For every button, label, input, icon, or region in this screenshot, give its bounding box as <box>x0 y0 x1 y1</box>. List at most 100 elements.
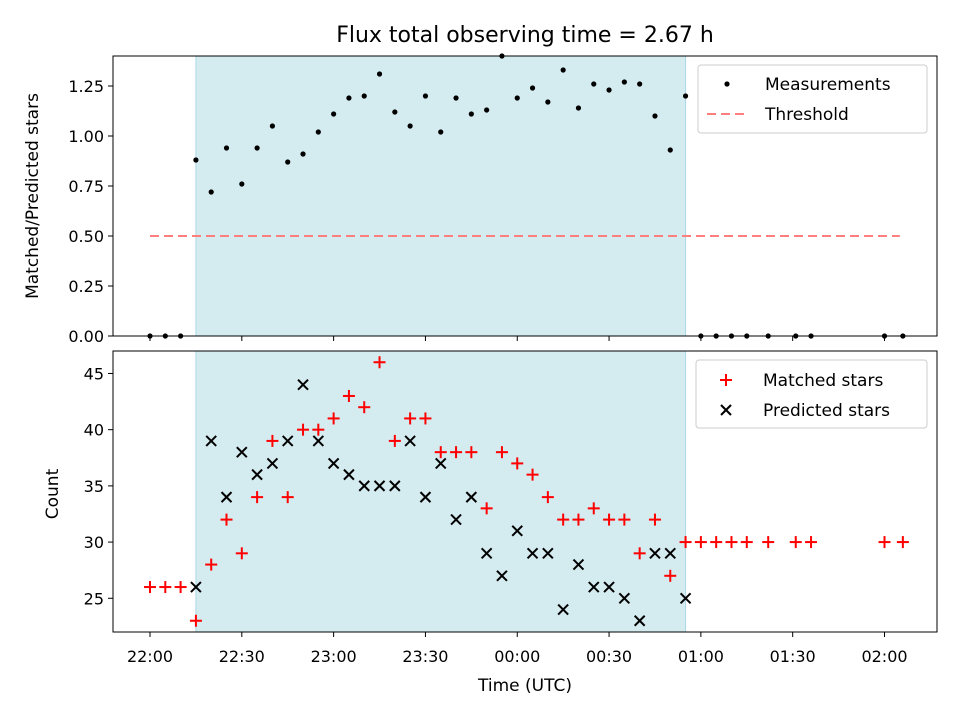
measurement-point <box>652 113 658 119</box>
matched-star-point <box>572 513 585 526</box>
matched-star-point <box>174 581 187 594</box>
measurement-point <box>346 95 352 101</box>
matched-star-point <box>648 513 661 526</box>
matched-star-point <box>896 536 909 549</box>
matched-star-point <box>373 356 386 369</box>
matched-star-point <box>679 536 692 549</box>
matched-star-point <box>404 412 417 425</box>
legend-matched-label: Matched stars <box>763 371 883 391</box>
measurement-point <box>361 93 367 99</box>
bottom-y-axis-label: Count <box>43 468 63 519</box>
matched-star-point <box>388 434 401 447</box>
matched-star-point <box>480 502 493 515</box>
predicted-star-point <box>633 615 646 627</box>
predicted-star-point <box>190 581 202 593</box>
bottom-points-layer <box>144 356 909 627</box>
bottom-x-axis: 22:00 22:30 23:00 23:30 00:00 00:30 01:00 01:30… <box>127 632 908 666</box>
measurement-point <box>315 129 321 135</box>
predicted-star-point <box>450 513 462 526</box>
measurement-point <box>239 181 245 187</box>
measurement-point <box>422 93 429 99</box>
matched-star-point <box>664 569 677 582</box>
matched-star-point <box>587 502 600 515</box>
matched-star-point <box>603 513 616 526</box>
bottom-legend: Matched stars Predicted stars <box>695 359 928 429</box>
measurement-point <box>621 79 627 85</box>
predicted-star-point <box>220 491 233 503</box>
predicted-star-point <box>465 491 478 503</box>
predicted-star-point <box>435 457 447 470</box>
matched-star-point <box>251 491 264 504</box>
predicted-star-point <box>282 435 294 447</box>
matched-star-point <box>144 581 156 594</box>
predicted-star-point <box>496 570 508 582</box>
matched-star-point <box>740 536 753 549</box>
matched-star-point <box>358 401 371 414</box>
matched-star-point <box>762 536 775 549</box>
y-tick-label: 0.75 <box>68 177 104 196</box>
predicted-star-point <box>618 592 631 604</box>
matched-star-point <box>694 536 707 549</box>
measurement-point <box>514 95 520 101</box>
matched-star-point <box>465 446 478 459</box>
measurement-point <box>208 189 214 195</box>
matched-star-point <box>495 446 508 459</box>
measurement-point <box>484 107 490 113</box>
predicted-star-point <box>236 446 248 458</box>
matched-star-point <box>526 468 539 481</box>
measurement-point <box>269 123 276 129</box>
predicted-star-point <box>419 491 432 503</box>
bottom-y-axis: 25 30 35 40 45 <box>84 364 113 608</box>
top-chart-title: Flux total observing time = 2.67 h <box>336 23 714 48</box>
predicted-star-point <box>480 547 493 560</box>
top-shaded-span <box>195 55 687 337</box>
y-tick-label: 0.25 <box>68 277 104 296</box>
measurement-point <box>331 111 337 117</box>
matched-star-point <box>710 536 723 549</box>
matched-star-point <box>557 513 570 526</box>
matched-star-point <box>297 423 310 436</box>
predicted-star-point <box>588 581 600 593</box>
matched-star-point <box>220 513 233 526</box>
x-axis-label: Time (UTC) <box>477 676 572 696</box>
matched-star-point <box>725 536 738 549</box>
y-tick-label: 25 <box>84 589 104 608</box>
measurement-point <box>453 95 459 101</box>
top-y-axis-label: Matched/Predicted stars <box>23 93 43 299</box>
legend-measurements-label: Measurements <box>765 75 891 95</box>
legend-box <box>695 359 928 429</box>
x-tick-label: 01:00 <box>678 647 724 666</box>
predicted-star-point <box>327 457 340 470</box>
top-plot-frame <box>112 55 938 337</box>
predicted-star-point <box>526 547 539 560</box>
predicted-star-point <box>679 592 692 604</box>
predicted-star-point <box>205 435 217 447</box>
measurement-point <box>560 67 566 73</box>
measurement-point <box>254 145 260 151</box>
matched-star-point <box>281 491 294 504</box>
measurement-point <box>606 87 612 93</box>
top-y-axis: 0.00 0.25 0.50 0.75 1.00 1.25 <box>68 77 113 346</box>
matched-star-point <box>789 536 802 549</box>
predicted-star-point <box>664 547 676 560</box>
matched-star-point <box>434 446 447 459</box>
x-tick-label: 23:00 <box>311 647 357 666</box>
top-x-tick-marks <box>149 336 885 341</box>
bottom-plot-frame <box>112 350 938 633</box>
legend-matched-marker <box>720 374 732 386</box>
matched-star-point <box>342 389 355 402</box>
y-tick-label: 35 <box>84 477 104 496</box>
bottom-shaded-span <box>195 350 687 633</box>
measurement-point <box>667 147 673 153</box>
predicted-star-point <box>603 581 615 593</box>
measurement-point <box>545 99 551 105</box>
predicted-star-point <box>542 547 554 560</box>
predicted-star-point <box>343 468 355 481</box>
measurement-point <box>468 111 474 117</box>
predicted-star-point <box>572 558 585 571</box>
legend-threshold-label: Threshold <box>764 105 849 125</box>
measurement-point <box>438 129 444 135</box>
x-tick-label: 01:30 <box>770 647 816 666</box>
predicted-star-point <box>358 480 370 492</box>
